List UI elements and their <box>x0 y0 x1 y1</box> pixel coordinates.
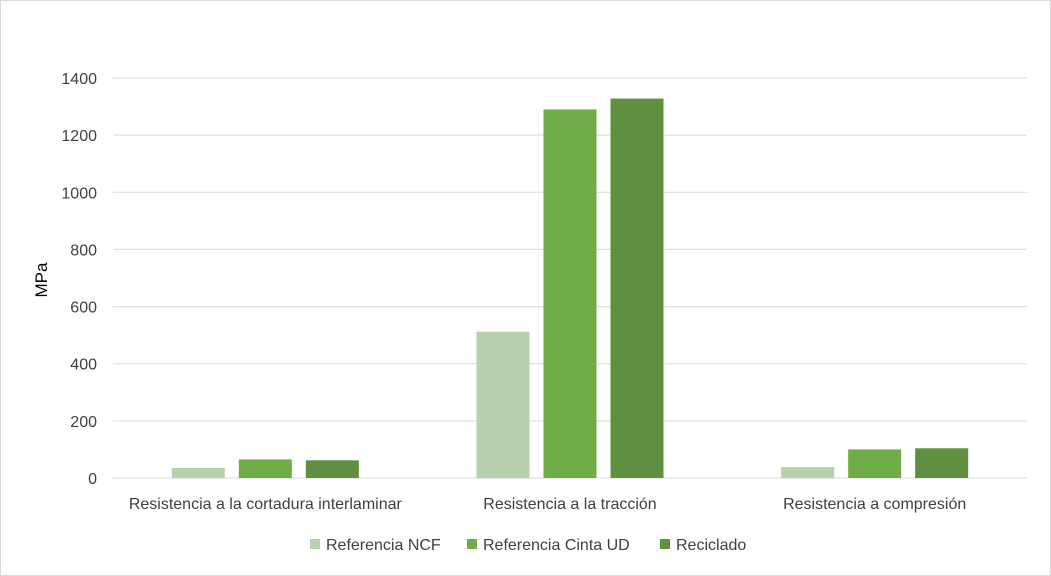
y-tick-label: 1000 <box>61 185 97 202</box>
y-tick-label: 1400 <box>61 71 97 88</box>
bar-2-3 <box>848 449 902 478</box>
x-category-label: Resistencia a la tracción <box>483 496 656 513</box>
y-axis-ticks: 0 200 400 600 800 1000 1200 1400 <box>61 71 97 488</box>
y-tick-label: 1200 <box>61 128 97 145</box>
y-tick-label: 200 <box>70 414 97 431</box>
bar-2-2 <box>543 109 597 478</box>
legend-label: Reciclado <box>676 537 746 554</box>
legend-label: Referencia Cinta UD <box>483 537 630 554</box>
y-tick-label: 600 <box>70 300 97 317</box>
bar-2-1 <box>238 459 292 478</box>
bar-3-3 <box>915 448 969 478</box>
x-axis-categories: Resistencia a la cortadura interlaminar R… <box>129 496 966 513</box>
y-axis-title: MPa <box>32 262 51 298</box>
y-tick-label: 0 <box>88 471 97 488</box>
x-category-label: Resistencia a compresión <box>783 496 966 513</box>
bar-1-3 <box>781 467 835 478</box>
y-tick-label: 400 <box>70 357 97 374</box>
bar-1-2 <box>476 331 530 478</box>
x-category-label: Resistencia a la cortadura interlaminar <box>129 496 403 513</box>
bars <box>171 98 969 479</box>
legend-swatch <box>467 539 477 549</box>
legend-swatch <box>660 539 670 549</box>
bar-1-1 <box>171 468 225 478</box>
bar-3-1 <box>305 460 359 478</box>
bar-3-2 <box>610 98 664 479</box>
y-tick-label: 800 <box>70 242 97 259</box>
legend: Referencia NCF Referencia Cinta UD Recicla… <box>310 537 746 554</box>
legend-label: Referencia NCF <box>326 537 441 554</box>
legend-swatch <box>310 539 320 549</box>
